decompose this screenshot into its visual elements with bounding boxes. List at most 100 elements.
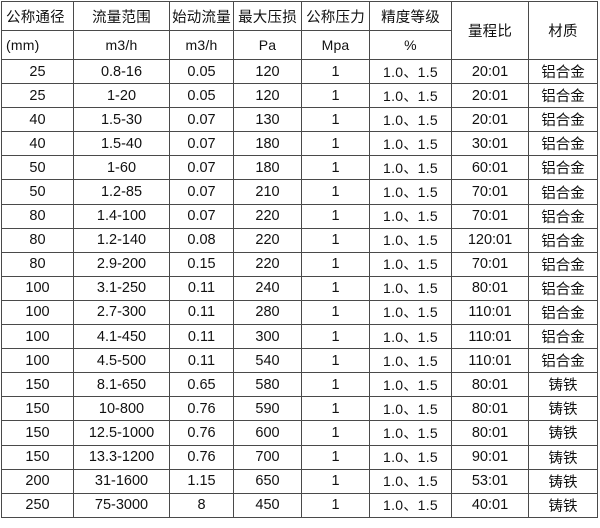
cell-material: 铝合金 [528,58,598,85]
table-row: 150 12.5-1000 0.76 600 1 1.0、1.5 80:01 铸铁 [1,420,598,446]
table-row: 100 4.1-450 0.11 300 1 1.0、1.5 110:01 铝合金 [1,324,598,350]
column-unit-startup-flow: m3/h [169,30,234,60]
header-row-title: 公称通径 流量范围 始动流量 最大压损 公称压力 精度等级 量程比 材质 [1,1,598,60]
column-header-nominal-diameter: 公称通径 [1,1,74,31]
cell-nominal-pressure: 1 [301,83,370,109]
cell-flow-range: 4.5-500 [73,348,170,374]
cell-material: 铸铁 [528,468,598,494]
cell-startup-flow: 0.08 [169,227,234,253]
cell-turndown-ratio: 90:01 [451,444,529,470]
cell-nominal-diameter: 50 [1,179,74,205]
cell-accuracy-class: 1.0、1.5 [369,203,452,229]
cell-flow-range: 1.5-40 [73,131,170,157]
cell-max-pressure-loss: 240 [233,275,302,301]
column-unit-accuracy-class: % [369,30,452,60]
cell-startup-flow: 1.15 [169,468,234,494]
cell-nominal-diameter: 150 [1,420,74,446]
cell-nominal-pressure: 1 [301,203,370,229]
cell-turndown-ratio: 70:01 [451,251,529,277]
cell-nominal-diameter: 200 [1,468,74,494]
cell-flow-range: 1.4-100 [73,203,170,229]
cell-nominal-diameter: 25 [1,83,74,109]
table-row: 40 1.5-30 0.07 130 1 1.0、1.5 20:01 铝合金 [1,107,598,133]
cell-material: 铸铁 [528,396,598,422]
cell-material: 铝合金 [528,275,598,301]
cell-accuracy-class: 1.0、1.5 [369,420,452,446]
cell-max-pressure-loss: 180 [233,131,302,157]
cell-material: 铝合金 [528,324,598,350]
cell-turndown-ratio: 20:01 [451,83,529,109]
cell-accuracy-class: 1.0、1.5 [369,492,452,518]
cell-startup-flow: 0.65 [169,372,234,398]
cell-nominal-pressure: 1 [301,372,370,398]
column-header-accuracy-class: 精度等级 [369,1,452,31]
column-unit-max-pressure-loss: Pa [233,30,302,60]
cell-flow-range: 1.2-140 [73,227,170,253]
cell-accuracy-class: 1.0、1.5 [369,468,452,494]
cell-startup-flow: 0.07 [169,179,234,205]
cell-nominal-pressure: 1 [301,131,370,157]
table-row: 80 1.2-140 0.08 220 1 1.0、1.5 120:01 铝合金 [1,227,598,253]
cell-nominal-diameter: 80 [1,227,74,253]
cell-accuracy-class: 1.0、1.5 [369,83,452,109]
cell-accuracy-class: 1.0、1.5 [369,275,452,301]
cell-accuracy-class: 1.0、1.5 [369,131,452,157]
cell-turndown-ratio: 80:01 [451,275,529,301]
cell-startup-flow: 0.11 [169,275,234,301]
cell-nominal-pressure: 1 [301,396,370,422]
cell-nominal-diameter: 40 [1,107,74,133]
cell-flow-range: 31-1600 [73,468,170,494]
column-unit-nominal-diameter: (mm) [1,30,74,60]
cell-nominal-pressure: 1 [301,420,370,446]
column-unit-nominal-pressure: Mpa [301,30,370,60]
cell-turndown-ratio: 70:01 [451,179,529,205]
cell-nominal-diameter: 50 [1,155,74,181]
cell-max-pressure-loss: 180 [233,155,302,181]
cell-startup-flow: 0.76 [169,444,234,470]
cell-nominal-diameter: 150 [1,396,74,422]
cell-nominal-pressure: 1 [301,492,370,518]
table-header: 公称通径 流量范围 始动流量 最大压损 公称压力 精度等级 量程比 材质 (mm… [1,1,598,60]
cell-nominal-diameter: 150 [1,444,74,470]
cell-flow-range: 2.7-300 [73,299,170,326]
cell-material: 铝合金 [528,299,598,326]
table-row: 150 13.3-1200 0.76 700 1 1.0、1.5 90:01 铸铁 [1,444,598,470]
cell-nominal-pressure: 1 [301,324,370,350]
table-row: 100 2.7-300 0.11 280 1 1.0、1.5 110:01 铝合金 [1,299,598,326]
cell-nominal-pressure: 1 [301,155,370,181]
table-row: 80 2.9-200 0.15 220 1 1.0、1.5 70:01 铝合金 [1,251,598,277]
cell-nominal-pressure: 1 [301,468,370,494]
cell-accuracy-class: 1.0、1.5 [369,324,452,350]
cell-material: 铸铁 [528,444,598,470]
cell-accuracy-class: 1.0、1.5 [369,227,452,253]
cell-max-pressure-loss: 300 [233,324,302,350]
cell-turndown-ratio: 120:01 [451,227,529,253]
cell-startup-flow: 0.76 [169,420,234,446]
cell-turndown-ratio: 20:01 [451,58,529,85]
cell-nominal-diameter: 100 [1,299,74,326]
cell-startup-flow: 0.15 [169,251,234,277]
table-row: 150 10-800 0.76 590 1 1.0、1.5 80:01 铸铁 [1,396,598,422]
table-row: 50 1-60 0.07 180 1 1.0、1.5 60:01 铝合金 [1,155,598,181]
cell-max-pressure-loss: 650 [233,468,302,494]
cell-max-pressure-loss: 580 [233,372,302,398]
cell-nominal-pressure: 1 [301,275,370,301]
cell-flow-range: 0.8-16 [73,58,170,85]
cell-flow-range: 75-3000 [73,492,170,518]
cell-startup-flow: 0.76 [169,396,234,422]
cell-startup-flow: 0.07 [169,107,234,133]
cell-material: 铝合金 [528,131,598,157]
cell-turndown-ratio: 30:01 [451,131,529,157]
cell-nominal-pressure: 1 [301,251,370,277]
table-row: 100 3.1-250 0.11 240 1 1.0、1.5 80:01 铝合金 [1,275,598,301]
cell-nominal-diameter: 150 [1,372,74,398]
column-header-max-pressure-loss: 最大压损 [233,1,302,31]
cell-nominal-pressure: 1 [301,348,370,374]
column-unit-flow-range: m3/h [73,30,170,60]
flowmeter-specification-table: 公称通径 流量范围 始动流量 最大压损 公称压力 精度等级 量程比 材质 (mm… [1,1,598,518]
table-row: 200 31-1600 1.15 650 1 1.0、1.5 53:01 铸铁 [1,468,598,494]
cell-nominal-diameter: 250 [1,492,74,518]
header-row-units: (mm) m3/h m3/h Pa Mpa % [1,30,598,60]
cell-nominal-diameter: 40 [1,131,74,157]
cell-accuracy-class: 1.0、1.5 [369,396,452,422]
